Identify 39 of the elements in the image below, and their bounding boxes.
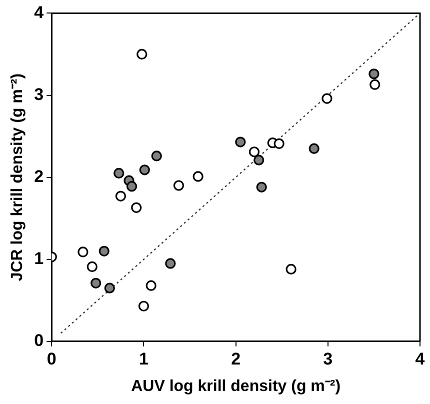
point [78, 246, 88, 258]
point [90, 278, 102, 288]
point [151, 150, 162, 162]
point [256, 182, 267, 192]
point [254, 154, 264, 166]
y-axis-title: JCR log krill density (g m⁻²) [9, 73, 26, 282]
point [308, 143, 320, 154]
y-tick-label: 1 [34, 249, 44, 268]
point [173, 180, 184, 191]
x-tick-label: 0 [46, 349, 56, 368]
x-axis-title: AUV log krill density (g m⁻²) [131, 378, 341, 395]
point [248, 146, 260, 158]
point [146, 280, 156, 291]
point [136, 48, 148, 60]
point [115, 190, 126, 202]
y-tick-label: 3 [34, 84, 44, 104]
point [98, 246, 110, 256]
point [139, 164, 150, 176]
point [370, 79, 380, 90]
point [368, 68, 380, 80]
x-tick-label: 2 [231, 349, 241, 368]
point [286, 264, 296, 274]
x-tick-label: 3 [323, 349, 333, 368]
point [114, 168, 124, 178]
point [86, 261, 98, 272]
x-tick-label: 1 [139, 349, 148, 368]
point [104, 282, 115, 294]
point [138, 300, 150, 312]
point [322, 93, 332, 104]
y-tick-label: 2 [34, 166, 44, 186]
point [274, 138, 284, 149]
point [192, 171, 204, 182]
point [131, 202, 142, 213]
y-tick-label: 0 [34, 331, 44, 350]
y-tick-label: 4 [34, 2, 44, 22]
x-tick-label: 4 [415, 349, 426, 368]
point [165, 258, 176, 269]
point [126, 181, 138, 192]
point [235, 136, 246, 148]
